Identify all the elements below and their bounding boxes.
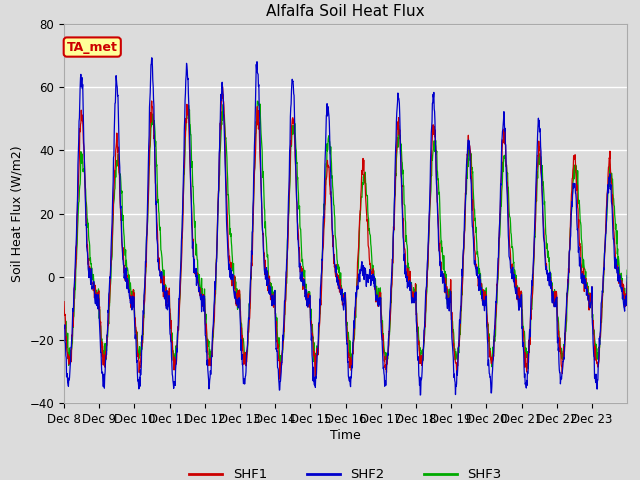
Y-axis label: Soil Heat Flux (W/m2): Soil Heat Flux (W/m2): [11, 145, 24, 282]
X-axis label: Time: Time: [330, 429, 361, 442]
Text: TA_met: TA_met: [67, 40, 118, 54]
Legend: SHF1, SHF2, SHF3: SHF1, SHF2, SHF3: [184, 463, 507, 480]
Title: Alfalfa Soil Heat Flux: Alfalfa Soil Heat Flux: [266, 4, 425, 19]
